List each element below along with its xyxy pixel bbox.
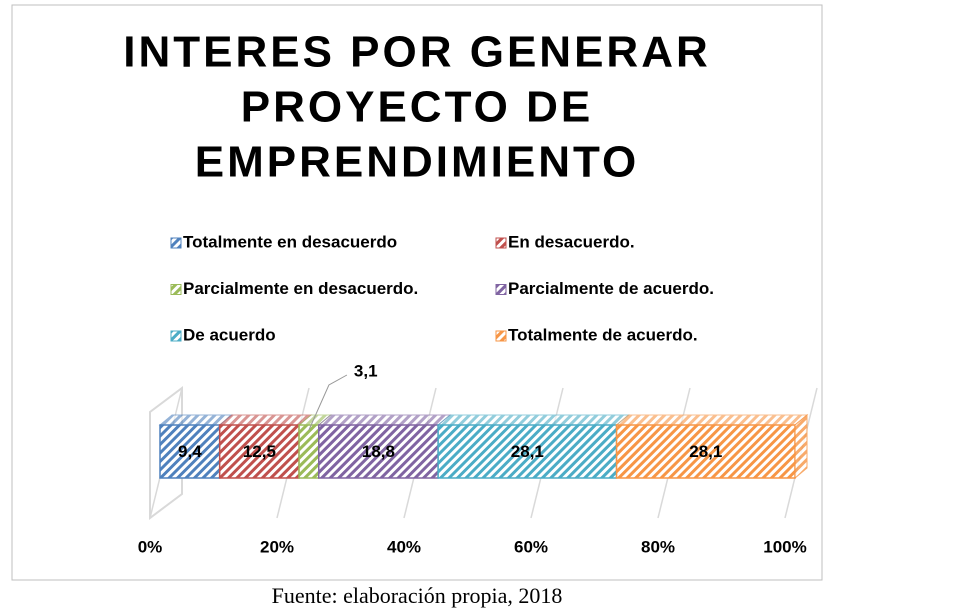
bar — [318, 424, 439, 479]
data-label: 12,5 — [243, 442, 276, 461]
bar — [298, 424, 320, 479]
x-tick-label: 20% — [260, 537, 294, 556]
data-label: 28,1 — [689, 442, 722, 461]
source-note: Fuente: elaboración propia, 2018 — [272, 583, 563, 608]
bar-top — [218, 414, 313, 426]
legend-marker — [495, 237, 507, 249]
legend-marker — [170, 284, 182, 295]
leader-line — [308, 374, 348, 431]
chart-title: EMPRENDIMIENTO — [195, 138, 640, 187]
legend-label: Totalmente de acuerdo. — [508, 325, 698, 344]
x-tick-label: 40% — [387, 537, 421, 556]
data-label: 3,1 — [354, 361, 378, 380]
bar-side — [794, 413, 808, 480]
x-tick-label: 80% — [641, 537, 675, 556]
legend-marker — [170, 237, 182, 249]
bar-top — [615, 414, 809, 426]
chart-title: INTERES POR GENERAR — [123, 28, 711, 77]
data-label: 18,8 — [362, 442, 395, 461]
legend-label: En desacuerdo. — [508, 232, 635, 251]
x-tick-label: 60% — [514, 537, 548, 556]
legend-label: Parcialmente de acuerdo. — [508, 279, 714, 298]
data-label: 28,1 — [511, 442, 544, 461]
data-label: 9,4 — [178, 442, 202, 461]
legend-label: Totalmente en desacuerdo — [183, 232, 397, 251]
legend-marker — [495, 330, 507, 342]
bar-top — [436, 414, 630, 426]
chart-frame — [11, 4, 823, 581]
x-tick-label: 0% — [138, 537, 163, 556]
bar-top — [317, 414, 452, 426]
side-wall — [149, 386, 183, 520]
chart-title: PROYECTO DE — [241, 83, 593, 132]
legend-label: De acuerdo — [183, 325, 276, 344]
x-tick-label: 100% — [763, 537, 806, 556]
legend-marker — [170, 330, 182, 342]
legend-label: Parcialmente en desacuerdo. — [183, 279, 418, 298]
legend-marker — [495, 284, 507, 295]
